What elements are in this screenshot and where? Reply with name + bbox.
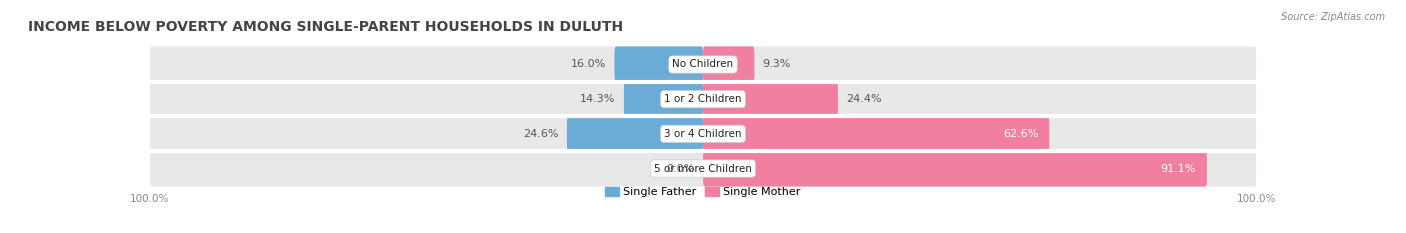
FancyBboxPatch shape [703, 46, 755, 82]
FancyBboxPatch shape [150, 46, 1256, 82]
Text: 1 or 2 Children: 1 or 2 Children [664, 94, 742, 104]
FancyBboxPatch shape [614, 46, 703, 82]
FancyBboxPatch shape [150, 81, 1256, 117]
Text: INCOME BELOW POVERTY AMONG SINGLE-PARENT HOUSEHOLDS IN DULUTH: INCOME BELOW POVERTY AMONG SINGLE-PARENT… [28, 20, 623, 34]
FancyBboxPatch shape [703, 81, 838, 117]
Text: 5 or more Children: 5 or more Children [654, 164, 752, 174]
Text: 16.0%: 16.0% [571, 59, 606, 69]
Text: Source: ZipAtlas.com: Source: ZipAtlas.com [1281, 12, 1385, 22]
Text: 0.0%: 0.0% [666, 164, 695, 174]
Text: 9.3%: 9.3% [762, 59, 792, 69]
FancyBboxPatch shape [703, 151, 1206, 187]
FancyBboxPatch shape [150, 151, 1256, 187]
FancyBboxPatch shape [150, 116, 1256, 152]
Text: 14.3%: 14.3% [581, 94, 616, 104]
Text: 62.6%: 62.6% [1002, 129, 1038, 139]
FancyBboxPatch shape [624, 81, 703, 117]
FancyBboxPatch shape [703, 116, 1049, 152]
Text: 24.4%: 24.4% [846, 94, 882, 104]
Text: No Children: No Children [672, 59, 734, 69]
Text: 24.6%: 24.6% [523, 129, 558, 139]
FancyBboxPatch shape [567, 116, 703, 152]
Text: 91.1%: 91.1% [1160, 164, 1197, 174]
Legend: Single Father, Single Mother: Single Father, Single Mother [606, 187, 800, 197]
Text: 3 or 4 Children: 3 or 4 Children [664, 129, 742, 139]
